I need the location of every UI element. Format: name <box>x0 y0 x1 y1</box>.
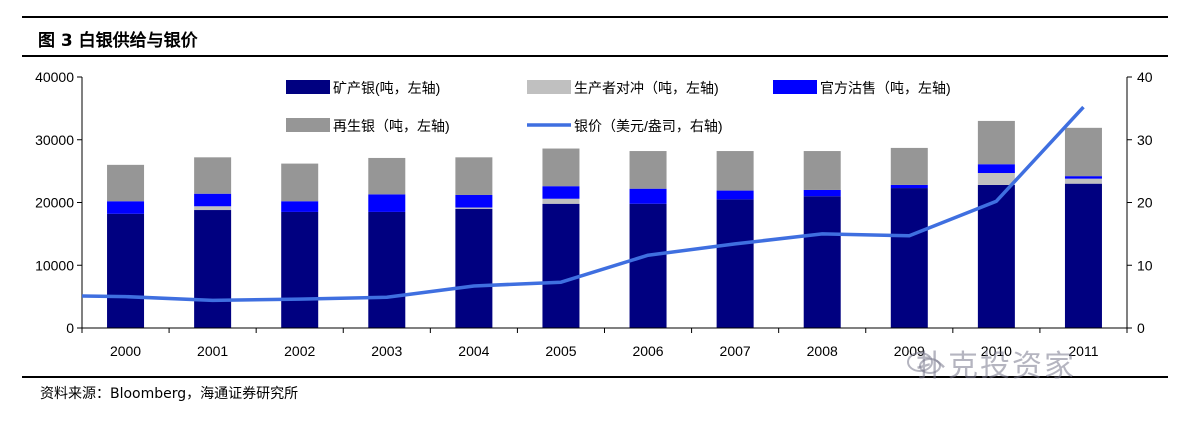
figure-title: 图 3 白银供给与银价 <box>38 31 198 51</box>
x-tick-label: 2008 <box>807 343 838 359</box>
x-tick-label: 2001 <box>197 343 228 359</box>
bar-scrap-2009 <box>890 147 928 185</box>
bar-scrap-2006 <box>629 151 667 189</box>
bar-scrap-2001 <box>194 157 232 194</box>
axes-group: 0 10000 20000 30000 40000 0 10 20 30 40 2000 2001 20… <box>35 69 1153 359</box>
left-tick-label: 0 <box>66 320 74 336</box>
legend-swatch-mine <box>286 80 330 94</box>
bar-producer_hedge-2001 <box>194 206 232 211</box>
left-tick-label: 30000 <box>35 132 74 148</box>
bar-official-2010 <box>977 164 1015 174</box>
bar-producer_hedge-2010 <box>977 173 1015 185</box>
x-tick-label: 2007 <box>720 343 751 359</box>
bar-mine-2005 <box>542 203 580 328</box>
bar-official-2005 <box>542 186 580 199</box>
legend-label-official: 官方沽售（吨，左轴) <box>820 80 951 96</box>
x-tick-label: 2002 <box>284 343 315 359</box>
bar-mine-2011 <box>1064 183 1102 328</box>
legend-label-price: 银价（美元/盎司，右轴) <box>574 118 723 134</box>
legend-swatch-producer_hedge <box>527 80 571 94</box>
right-tick-label: 40 <box>1137 69 1153 85</box>
x-tick-label: 2011 <box>1068 343 1098 359</box>
bar-scrap-2000 <box>107 164 145 202</box>
bar-mine-2001 <box>194 210 232 328</box>
bar-official-2008 <box>803 189 841 197</box>
x-tick-label: 2006 <box>632 343 663 359</box>
bar-producer_hedge-2005 <box>542 198 580 204</box>
source-note: 资料来源：Bloomberg，海通证券研究所 <box>40 386 299 402</box>
bar-official-2009 <box>890 184 928 189</box>
bar-producer_hedge-2004 <box>455 207 493 209</box>
left-tick-label: 10000 <box>35 257 74 273</box>
bar-mine-2006 <box>629 203 667 328</box>
legend-label-scrap: 再生银（吨，左轴) <box>333 118 450 134</box>
bar-mine-2009 <box>890 188 928 328</box>
bar-scrap-2003 <box>368 157 406 195</box>
legend-swatch-scrap <box>286 118 330 132</box>
right-tick-label: 20 <box>1137 195 1153 211</box>
bar-producer_hedge-2011 <box>1064 178 1102 184</box>
bar-scrap-2007 <box>716 151 754 191</box>
bars-group <box>107 120 1102 328</box>
legend: 矿产银(吨，左轴) 生产者对冲（吨，左轴) 官方沽售（吨，左轴) 再生银（吨，左轴) 银… <box>286 80 951 134</box>
bottom-rule <box>22 376 1168 378</box>
bar-scrap-2008 <box>803 151 841 190</box>
bar-mine-2002 <box>281 211 319 328</box>
bar-official-2001 <box>194 193 232 207</box>
bar-mine-2007 <box>716 199 754 328</box>
bar-scrap-2005 <box>542 148 580 187</box>
bar-mine-2008 <box>803 196 841 328</box>
bar-scrap-2011 <box>1064 127 1102 177</box>
x-tick-label: 2005 <box>545 343 576 359</box>
bar-mine-2010 <box>977 184 1015 328</box>
bar-official-2011 <box>1064 176 1102 179</box>
right-tick-label: 0 <box>1137 320 1145 336</box>
legend-swatch-official <box>773 80 817 94</box>
legend-label-producer_hedge: 生产者对冲（吨，左轴) <box>574 80 719 96</box>
legend-label-mine: 矿产银(吨，左轴) <box>333 80 440 96</box>
right-tick-label: 30 <box>1137 132 1153 148</box>
bar-mine-2003 <box>368 211 406 328</box>
x-tick-label: 2004 <box>458 343 489 359</box>
right-tick-label: 10 <box>1137 257 1153 273</box>
watermark-text: 扑克投资家 <box>916 349 1076 384</box>
bar-official-2003 <box>368 194 406 212</box>
bar-official-2002 <box>281 201 319 212</box>
bar-mine-2000 <box>107 213 145 328</box>
bar-official-2004 <box>455 194 493 208</box>
price-line-group <box>81 105 1085 303</box>
price-line <box>81 105 1085 303</box>
left-tick-label: 40000 <box>35 69 74 85</box>
bar-official-2007 <box>716 190 754 200</box>
bar-scrap-2010 <box>977 120 1015 165</box>
x-tick-label: 2003 <box>371 343 402 359</box>
x-tick-label: 2000 <box>110 343 141 359</box>
x-tick-label: 2009 <box>894 343 925 359</box>
x-tick-label: 2010 <box>981 343 1012 359</box>
top-rule <box>22 16 1168 18</box>
title-rule <box>22 55 1168 57</box>
left-tick-label: 20000 <box>35 195 74 211</box>
bar-official-2000 <box>107 201 145 214</box>
bar-scrap-2004 <box>455 157 493 195</box>
bar-mine-2004 <box>455 208 493 328</box>
bar-scrap-2002 <box>281 163 319 202</box>
bar-official-2006 <box>629 188 667 204</box>
watermark-logo-icon <box>907 352 941 374</box>
